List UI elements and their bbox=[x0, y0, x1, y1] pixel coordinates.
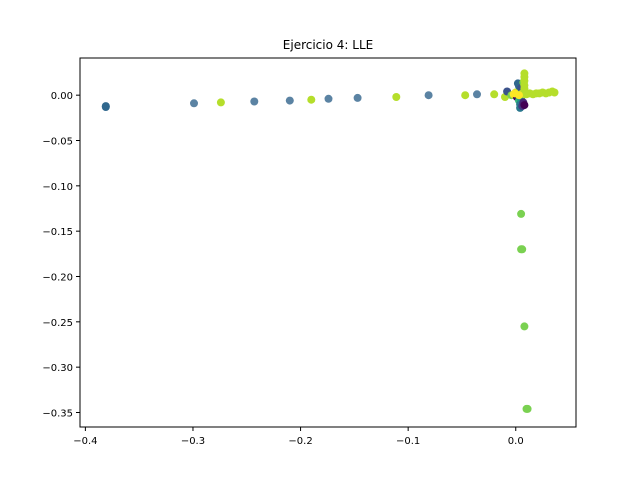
y-tick-label: −0.25 bbox=[42, 318, 73, 329]
y-tick-label: −0.35 bbox=[42, 408, 73, 419]
data-point-12 bbox=[473, 90, 481, 99]
y-tick-label: −0.30 bbox=[42, 363, 73, 374]
points-layer bbox=[101, 69, 559, 413]
data-point-53 bbox=[520, 322, 529, 331]
y-axis: 0.00 −0.05 −0.10 −0.15 −0.20 −0.25 −0.30 −0.35 bbox=[42, 91, 80, 419]
data-point-5 bbox=[285, 96, 294, 105]
data-point-4 bbox=[250, 97, 259, 106]
plot-frame bbox=[79, 57, 577, 428]
data-point-11 bbox=[461, 91, 470, 100]
data-point-1 bbox=[101, 103, 110, 111]
data-point-36 bbox=[520, 101, 529, 110]
data-point-52 bbox=[518, 245, 527, 254]
data-point-50 bbox=[517, 209, 526, 218]
data-point-3 bbox=[216, 98, 225, 107]
data-point-10 bbox=[424, 91, 433, 100]
chart-title: Ejercicio 4: LLE bbox=[283, 38, 373, 52]
y-tick-label: −0.20 bbox=[42, 272, 73, 283]
data-point-7 bbox=[324, 94, 333, 103]
x-tick-label: −0.2 bbox=[288, 436, 312, 447]
data-point-13 bbox=[490, 90, 499, 99]
x-tick-label: −0.1 bbox=[396, 436, 420, 447]
x-tick-label: −0.3 bbox=[181, 436, 205, 447]
data-point-55 bbox=[523, 404, 532, 413]
x-tick-label: −0.4 bbox=[73, 436, 97, 447]
x-tick-label: 0.0 bbox=[508, 436, 524, 447]
data-point-6 bbox=[307, 95, 316, 104]
y-tick-label: 0.00 bbox=[51, 91, 73, 102]
data-point-47 bbox=[550, 88, 559, 97]
x-axis: −0.4 −0.3 −0.2 −0.1 0.0 bbox=[73, 427, 524, 447]
data-point-49 bbox=[510, 89, 519, 98]
y-tick-label: −0.10 bbox=[42, 182, 73, 193]
data-point-8 bbox=[353, 93, 362, 102]
y-tick-label: −0.15 bbox=[42, 227, 73, 238]
data-point-9 bbox=[392, 93, 401, 101]
y-tick-label: −0.05 bbox=[42, 137, 73, 148]
data-point-2 bbox=[190, 99, 198, 108]
